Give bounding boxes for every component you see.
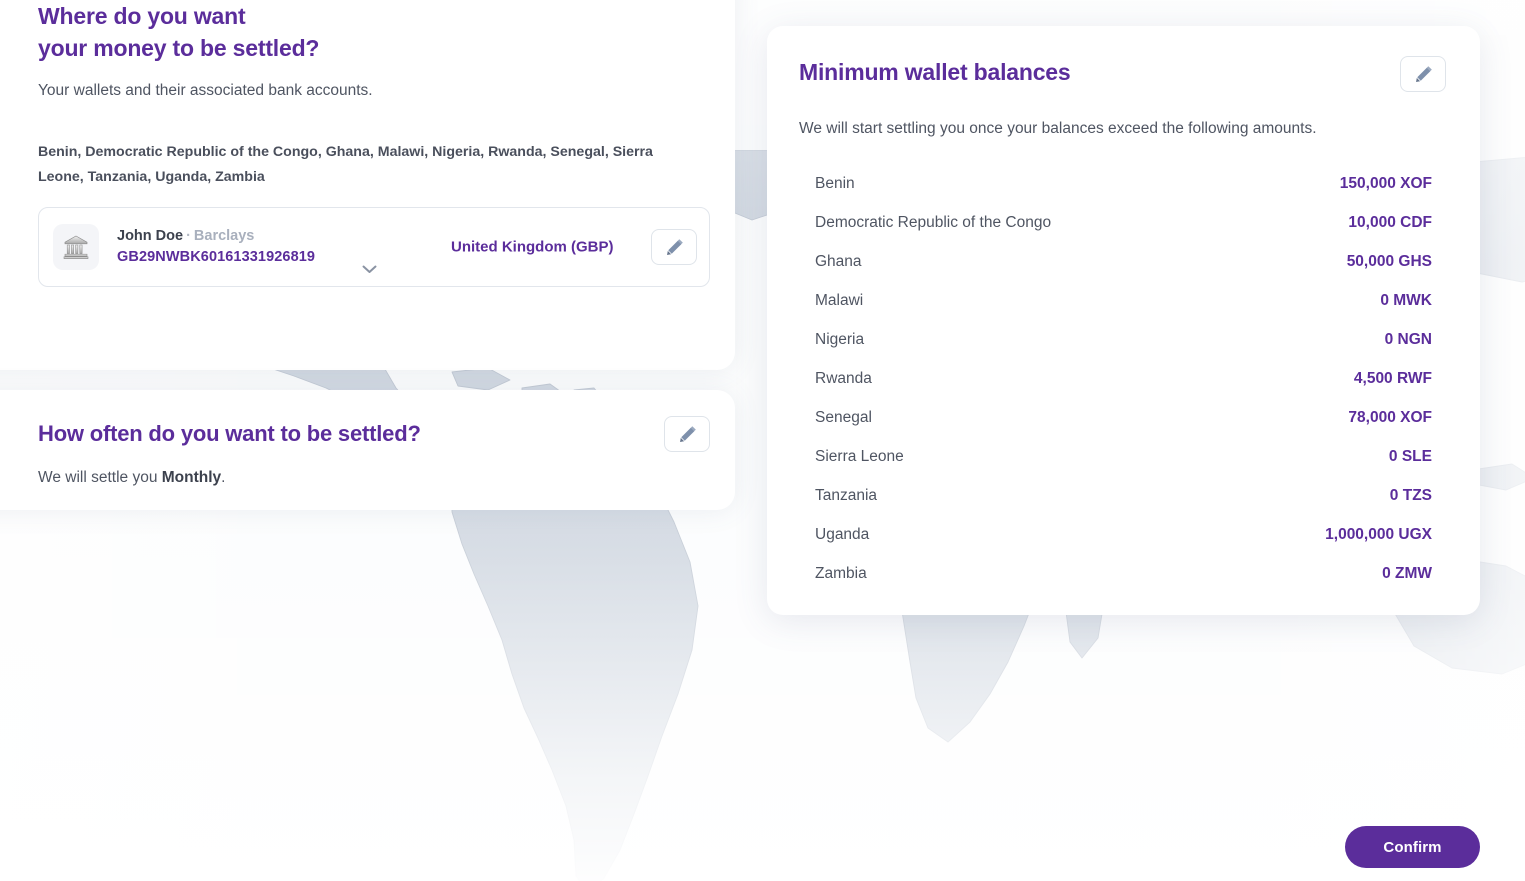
wallet-countries-summary: Benin, Democratic Republic of the Congo,… <box>38 144 653 185</box>
balance-country-label: Senegal <box>815 408 872 426</box>
page-title-line-2: your money to be settled? <box>38 35 320 61</box>
pencil-icon <box>1415 65 1432 83</box>
balance-row: Senegal 78,000 XOF <box>799 398 1446 437</box>
balance-amount-value: 0 SLE <box>1388 447 1432 465</box>
balance-row: Tanzania 0 TZS <box>799 476 1446 515</box>
settlement-location-panel: Where do you want your money to be settl… <box>0 0 735 370</box>
minimum-balances-header: Minimum wallet balances <box>799 56 1446 92</box>
bank-account-details: John Doe · Barclays GB29NWBK60161331926819 <box>117 226 315 268</box>
balance-amount-value: 0 TZS <box>1389 486 1432 504</box>
balance-country-label: Rwanda <box>815 369 872 387</box>
balance-country-label: Benin <box>815 174 855 192</box>
account-holder-name: John Doe <box>117 228 184 244</box>
balance-amount-value: 0 NGN <box>1384 330 1432 348</box>
balance-amount-value: 4,500 RWF <box>1353 369 1432 387</box>
account-country-currency: United Kingdom (GBP) <box>451 238 614 256</box>
balance-amount-value: 1,000,000 UGX <box>1325 525 1432 543</box>
balance-row: Rwanda 4,500 RWF <box>799 359 1446 398</box>
balance-country-label: Uganda <box>815 525 870 543</box>
confirm-button[interactable]: Confirm <box>1345 826 1480 868</box>
account-separator: · <box>186 228 191 244</box>
balance-row: Uganda 1,000,000 UGX <box>799 515 1446 554</box>
balance-amount-value: 0 ZMW <box>1382 564 1432 582</box>
settlement-frequency-header: How often do you want to be settled? <box>38 390 710 452</box>
frequency-description-prefix: We will settle you <box>38 469 162 486</box>
balance-country-label: Zambia <box>815 564 867 582</box>
balance-row: Nigeria 0 NGN <box>799 320 1446 359</box>
balance-amount-value: 78,000 XOF <box>1348 408 1432 426</box>
minimum-wallet-balances-card: Minimum wallet balances We will start se… <box>767 26 1480 615</box>
frequency-description-suffix: . <box>221 469 226 486</box>
balance-country-label: Nigeria <box>815 330 865 348</box>
edit-minimum-balances-button[interactable] <box>1400 56 1446 92</box>
minimum-balances-list: Benin 150,000 XOF Democratic Republic of t… <box>799 164 1446 593</box>
balance-amount-value: 50,000 GHS <box>1346 252 1432 270</box>
bank-building-icon <box>53 224 99 270</box>
minimum-balances-title: Minimum wallet balances <box>799 59 1071 85</box>
settlement-frequency-title: How often do you want to be settled? <box>38 421 421 446</box>
balance-country-label: Ghana <box>815 252 862 270</box>
chevron-down-icon[interactable] <box>355 258 383 280</box>
settlement-frequency-description: We will settle you Monthly. <box>38 469 695 487</box>
balance-row: Malawi 0 MWK <box>799 281 1446 320</box>
edit-bank-account-button[interactable] <box>651 229 697 265</box>
balance-country-label: Sierra Leone <box>815 447 904 465</box>
page-title-line-1: Where do you want <box>38 3 246 29</box>
page-title: Where do you want your money to be settl… <box>38 0 695 64</box>
bank-name: Barclays <box>193 228 255 244</box>
balance-row: Ghana 50,000 GHS <box>799 242 1446 281</box>
balance-row: Benin 150,000 XOF <box>799 164 1446 203</box>
frequency-value: Monthly <box>161 469 222 486</box>
balance-amount-value: 150,000 XOF <box>1339 174 1432 192</box>
balance-country-label: Democratic Republic of the Congo <box>815 213 1052 231</box>
pencil-icon <box>666 238 683 256</box>
balance-country-label: Malawi <box>815 291 864 309</box>
settlement-location-subtitle: Your wallets and their associated bank a… <box>38 82 373 99</box>
minimum-balances-subtitle: We will start settling you once your bal… <box>799 120 1317 137</box>
balance-row: Sierra Leone 0 SLE <box>799 437 1446 476</box>
balance-row: Zambia 0 ZMW <box>799 554 1446 593</box>
bank-account-card[interactable]: John Doe · Barclays GB29NWBK60161331926819… <box>38 207 710 287</box>
balance-row: Democratic Republic of the Congo 10,000 C… <box>799 203 1446 242</box>
settlement-frequency-panel: How often do you want to be settled? We … <box>0 390 735 510</box>
balance-amount-value: 10,000 CDF <box>1348 213 1432 231</box>
edit-settlement-frequency-button[interactable] <box>664 416 710 452</box>
pencil-icon <box>679 425 696 443</box>
account-iban: GB29NWBK60161331926819 <box>117 249 316 265</box>
balance-amount-value: 0 MWK <box>1380 291 1432 309</box>
balance-country-label: Tanzania <box>815 486 878 504</box>
bank-account-holder-line: John Doe · Barclays <box>117 226 315 247</box>
